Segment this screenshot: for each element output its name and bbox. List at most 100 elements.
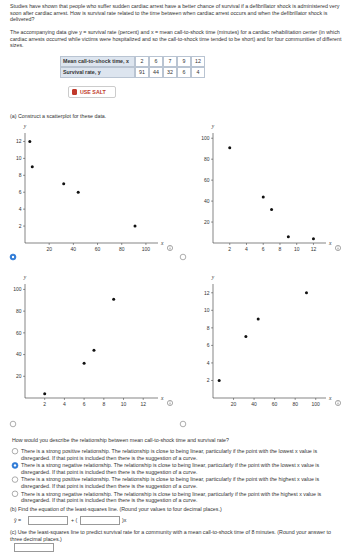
radio-selected[interactable] — [10, 254, 16, 260]
data-text: The accompanying data give y = survival … — [10, 29, 342, 49]
scatterplot: 2040608010024681012xy — [204, 274, 332, 407]
x-tick — [229, 243, 230, 245]
x-tick-label: 4 — [63, 401, 66, 407]
equation-x: )x — [122, 517, 134, 524]
x-tick — [44, 398, 45, 400]
y-tick — [211, 345, 213, 346]
x-tick — [233, 398, 234, 400]
answer-box[interactable] — [28, 516, 68, 525]
point — [134, 225, 137, 228]
x-tick-label: 80 — [119, 246, 125, 252]
x-tick-label: 10 — [121, 401, 127, 407]
point — [244, 335, 247, 338]
y-tick-label: 4 — [19, 206, 22, 212]
info-icon[interactable] — [167, 245, 172, 250]
x-axis — [25, 398, 158, 399]
plot-choice[interactable] — [10, 421, 16, 427]
x-tick — [313, 243, 314, 245]
option-radio[interactable] — [12, 477, 18, 483]
y-axis-label: y — [23, 123, 27, 129]
x-tick — [263, 243, 264, 245]
y-tick — [211, 201, 213, 202]
y-tick — [211, 380, 213, 381]
point — [257, 318, 260, 321]
y-tick-label: 40 — [204, 198, 210, 204]
point — [270, 208, 273, 211]
table-header: Mean call-to-shock time, x — [63, 58, 134, 65]
point — [218, 379, 221, 382]
point — [43, 392, 46, 395]
y-tick — [23, 192, 25, 193]
info-icon[interactable] — [335, 245, 340, 250]
y-tick-label: 12 — [16, 138, 22, 144]
x-tick — [246, 243, 247, 245]
option-radio[interactable] — [12, 448, 18, 454]
plot-choice[interactable] — [180, 254, 186, 260]
radio[interactable] — [12, 448, 18, 454]
x-axis — [213, 398, 326, 399]
x-tick-label: 6 — [83, 401, 86, 407]
answer-box[interactable] — [80, 516, 120, 525]
radio[interactable] — [12, 491, 18, 497]
info-icon[interactable] — [335, 400, 340, 405]
y-tick-label: 2 — [19, 223, 22, 229]
y-tick-label: 10 — [16, 155, 22, 161]
table-value: 9 — [177, 58, 191, 65]
intro-text: Studies have shown that people who suffe… — [10, 3, 342, 23]
y-tick-label: 4 — [207, 360, 210, 366]
x-tick — [315, 398, 316, 400]
x-tick — [295, 398, 296, 400]
points — [218, 291, 308, 382]
y-axis-label: y — [211, 123, 215, 129]
points — [28, 140, 136, 228]
y-tick-label: 20 — [16, 373, 22, 379]
option-radio[interactable] — [12, 462, 18, 468]
point — [92, 349, 95, 352]
x-tick — [64, 398, 65, 400]
x-tick — [121, 243, 122, 245]
part-b-text: (b) Find the equation of the least-squar… — [10, 506, 340, 513]
radio-selected[interactable] — [12, 462, 18, 468]
x-axis-label: x — [160, 395, 164, 401]
y-axis — [25, 284, 26, 398]
x-tick-label: 100 — [312, 401, 321, 407]
y-tick — [23, 354, 25, 355]
plot-choice[interactable] — [10, 254, 16, 260]
x-tick-label: 10 — [294, 246, 300, 252]
y-tick-label: 8 — [207, 325, 210, 331]
x-tick — [296, 243, 297, 245]
x-tick-label: 6 — [262, 246, 265, 252]
option-radio[interactable] — [12, 491, 18, 497]
radio[interactable] — [10, 421, 16, 427]
option-text: There is a strong positive relationship.… — [21, 476, 339, 489]
plot-choice[interactable] — [180, 421, 186, 427]
y-tick-label: 8 — [19, 172, 22, 178]
y-tick-label: 12 — [204, 290, 210, 296]
table-value: 7 — [163, 58, 177, 65]
radio[interactable] — [180, 254, 186, 260]
radio[interactable] — [180, 421, 186, 427]
x-tick — [274, 398, 275, 400]
info-icon[interactable] — [167, 400, 172, 405]
x-tick — [145, 243, 146, 245]
y-tick-label: 100 — [201, 135, 210, 141]
x-tick — [73, 243, 74, 245]
y-tick-label: 40 — [16, 351, 22, 357]
x-tick — [279, 243, 280, 245]
y-tick — [23, 141, 25, 142]
y-tick-label: 10 — [204, 307, 210, 313]
y-tick — [23, 175, 25, 176]
table-value: 91 — [135, 69, 149, 76]
y-axis-label: y — [23, 274, 27, 280]
answer-box[interactable] — [14, 543, 54, 552]
y-tick — [23, 209, 25, 210]
x-axis-label: x — [328, 240, 332, 246]
radio-dot — [12, 256, 14, 258]
point — [83, 362, 86, 365]
x-tick-label: 40 — [251, 401, 257, 407]
y-tick — [211, 292, 213, 293]
part-c-text: (c) Use the least-squares line to predic… — [10, 529, 340, 542]
option-text: There is a strong positive relationship.… — [21, 448, 339, 461]
radio[interactable] — [12, 477, 18, 483]
point — [77, 191, 80, 194]
